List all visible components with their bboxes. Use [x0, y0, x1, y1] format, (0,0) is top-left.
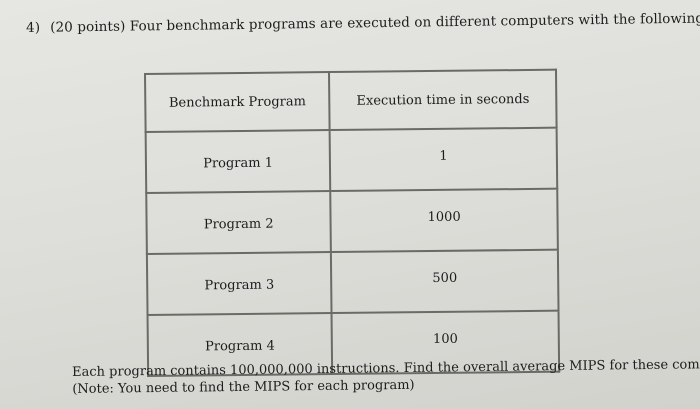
benchmark-table: Benchmark Program Execution time in seco…: [144, 69, 560, 377]
instructions-note: Each program contains 100,000,000 instru…: [72, 356, 700, 398]
execution-time-cell: 1000: [330, 188, 558, 253]
program-name-cell: Program 2: [146, 191, 332, 254]
question-number: 4): [26, 19, 41, 36]
question-prompt: 4) (20 points) Four benchmark programs ar…: [26, 10, 700, 36]
program-name-cell: Program 1: [145, 130, 331, 193]
header-benchmark-program: Benchmark Program: [145, 72, 330, 132]
program-name-cell: Program 3: [146, 252, 332, 315]
table-row: Program 3 500: [146, 249, 559, 315]
header-execution-time: Execution time in seconds: [329, 69, 557, 131]
execution-time-cell: 500: [331, 249, 559, 314]
table-row: Program 1 1: [145, 127, 558, 193]
benchmark-table-container: Benchmark Program Execution time in seco…: [144, 69, 560, 377]
execution-time-cell: 1: [329, 127, 558, 192]
table-row: Program 2 1000: [146, 188, 558, 254]
table-header-row: Benchmark Program Execution time in seco…: [145, 69, 557, 132]
question-text: (20 points) Four benchmark programs are …: [50, 9, 700, 36]
